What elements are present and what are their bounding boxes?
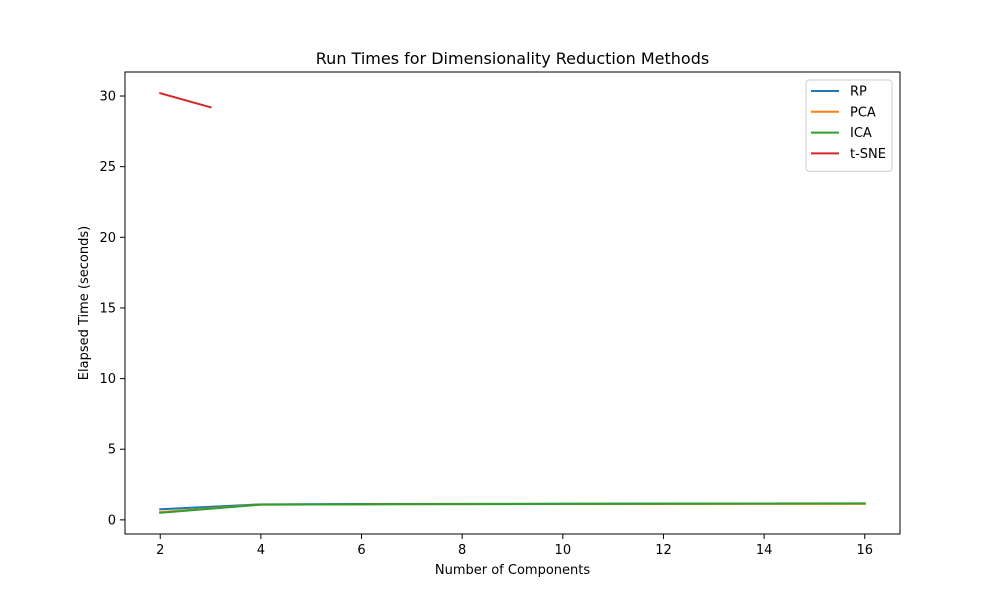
y-tick-label: 25 xyxy=(99,160,116,175)
plot-area: 2 4 6 8 10 12 14 16 0 5 10 15 20 25 30 xyxy=(99,71,901,558)
x-tick-label: 4 xyxy=(257,543,265,558)
series-line-ica xyxy=(159,502,866,514)
legend: RP PCA ICA t-SNE xyxy=(805,79,893,172)
x-axis-label: Number of Components xyxy=(435,563,590,578)
chart-title: Run Times for Dimensionality Reduction M… xyxy=(316,49,709,68)
x-tick-label: 2 xyxy=(156,543,164,558)
legend-label: ICA xyxy=(850,126,872,141)
axes-frame xyxy=(124,71,901,535)
x-tick-label: 12 xyxy=(655,543,672,558)
y-tick-label: 30 xyxy=(99,90,116,105)
y-tick-label: 10 xyxy=(99,372,116,387)
series-line-t-sne xyxy=(158,91,212,109)
y-tick-label: 5 xyxy=(108,443,116,458)
y-tick-label: 20 xyxy=(99,231,116,246)
x-tick-label: 6 xyxy=(357,543,365,558)
x-tick-label: 16 xyxy=(856,543,873,558)
x-tick-label: 10 xyxy=(555,543,572,558)
x-tick-label: 8 xyxy=(458,543,466,558)
legend-label: t-SNE xyxy=(850,147,886,162)
legend-label: PCA xyxy=(850,105,876,120)
y-tick-label: 0 xyxy=(108,513,116,528)
legend-box xyxy=(805,79,893,172)
y-axis-label: Elapsed Time (seconds) xyxy=(77,226,92,380)
y-tick-label: 15 xyxy=(99,301,116,316)
legend-label: RP xyxy=(850,85,867,100)
x-tick-label: 14 xyxy=(756,543,773,558)
